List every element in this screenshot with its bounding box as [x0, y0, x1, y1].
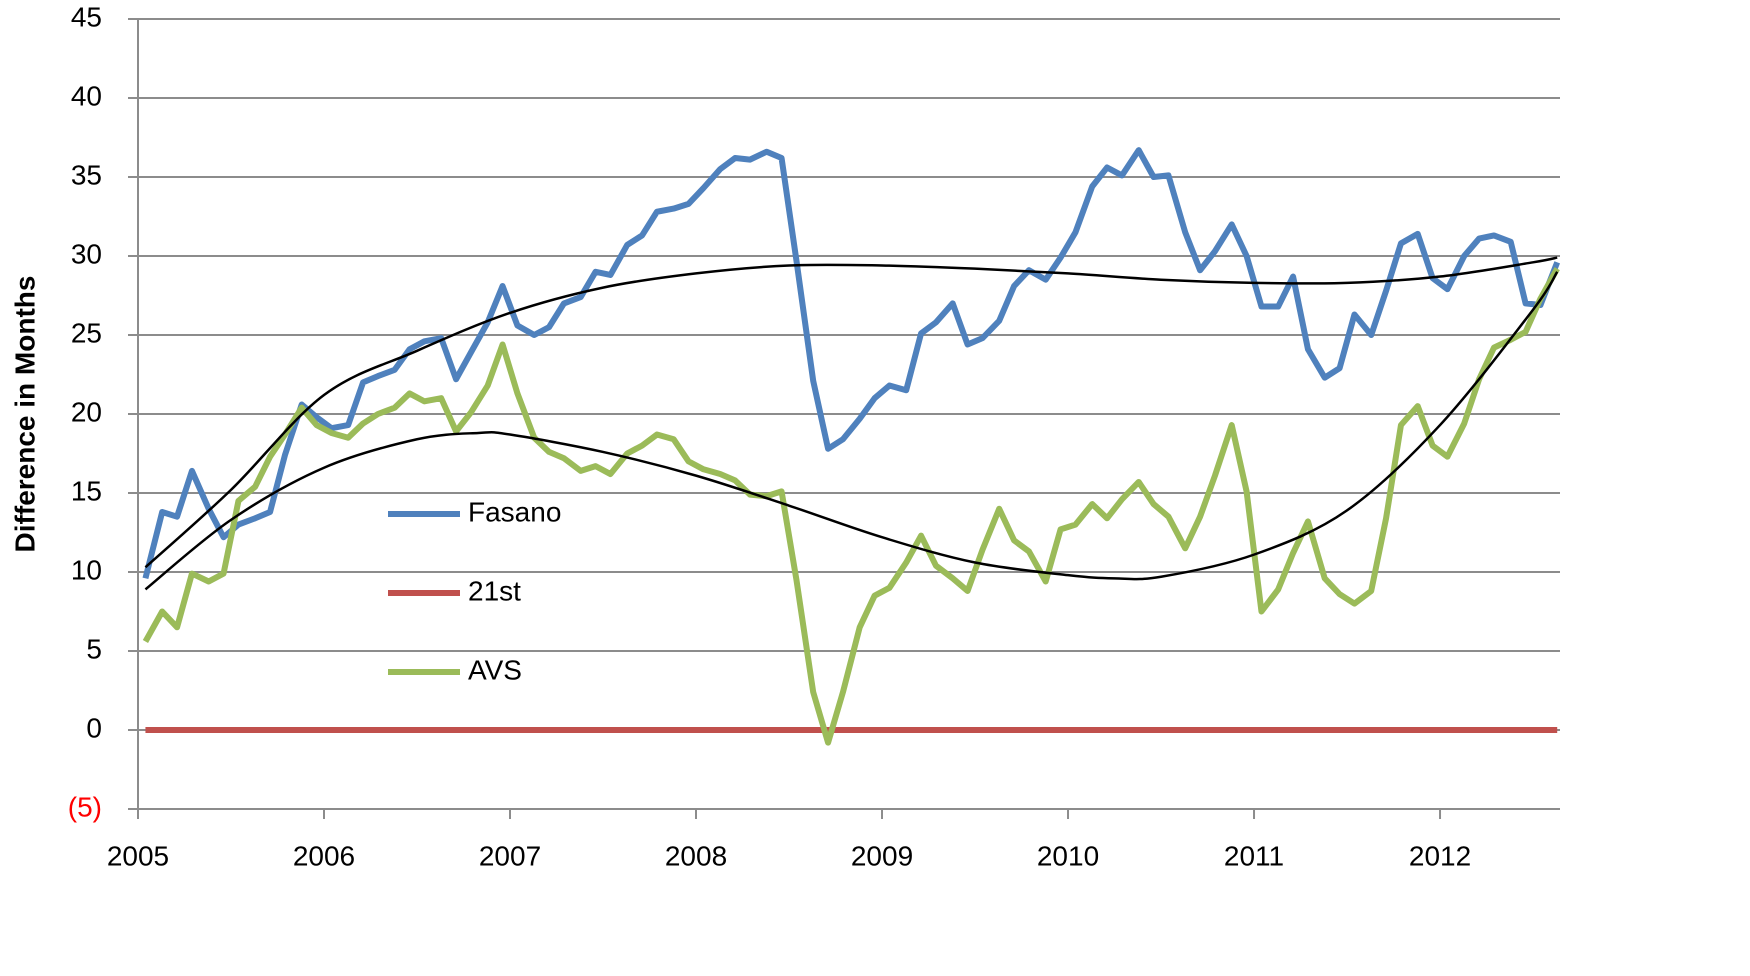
x-tick-label: 2005	[107, 840, 169, 871]
y-tick-label: 15	[71, 475, 102, 506]
y-tick-label: 35	[71, 159, 102, 190]
legend-label: AVS	[468, 654, 522, 685]
y-tick-label: 20	[71, 396, 102, 427]
x-tick-label: 2009	[851, 840, 913, 871]
series-line	[142, 147, 1561, 580]
y-axis-label: Difference in Months	[9, 276, 40, 553]
y-tick-label: 30	[71, 238, 102, 269]
y-tick-label: (5)	[68, 791, 102, 822]
x-tick-label: 2011	[1224, 840, 1284, 871]
trend-line	[144, 271, 1559, 591]
x-tick-label: 2006	[293, 840, 355, 871]
x-tick-label: 2012	[1409, 840, 1471, 871]
x-tick-label: 2007	[479, 840, 541, 871]
series-line	[142, 267, 1560, 746]
legend-label: 21st	[468, 575, 521, 606]
y-tick-label: 5	[86, 633, 102, 664]
y-tick-label: 40	[71, 80, 102, 111]
legend-label: Fasano	[468, 496, 561, 527]
y-tick-label: 10	[71, 554, 102, 585]
y-tick-label: 0	[86, 712, 102, 743]
x-tick-label: 2008	[665, 840, 727, 871]
y-tick-label: 45	[71, 1, 102, 32]
y-tick-label: 25	[71, 317, 102, 348]
trend-line	[144, 256, 1558, 569]
x-tick-label: 2010	[1037, 840, 1099, 871]
